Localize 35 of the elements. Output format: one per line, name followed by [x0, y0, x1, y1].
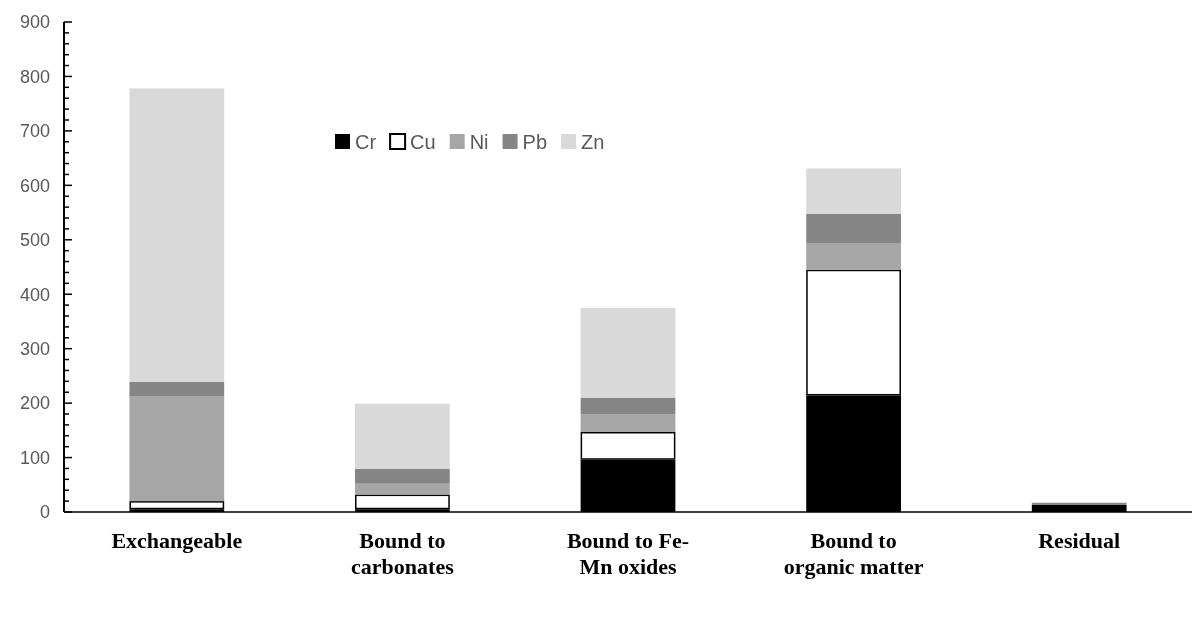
- y-tick-label: 300: [19, 338, 50, 359]
- bar: [806, 213, 901, 244]
- bar: [129, 501, 225, 510]
- bar: [580, 397, 676, 415]
- y-tick-label: 500: [19, 230, 50, 251]
- bar: [580, 414, 676, 432]
- legend-label: Ni: [469, 131, 489, 153]
- y-tick-label: 100: [19, 447, 50, 468]
- x-tick-label: Bound to organic matter: [783, 528, 924, 579]
- legend-label: Zn: [581, 131, 605, 153]
- y-tick-label: 800: [19, 66, 50, 87]
- y-tick-label: 700: [19, 121, 50, 142]
- bar: [806, 243, 901, 270]
- bar: [129, 396, 225, 502]
- bar: [129, 88, 225, 382]
- legend-label: Pb: [522, 131, 548, 153]
- x-tick-label: Exchangeable: [111, 528, 243, 553]
- x-tick-label: Residual: [1038, 528, 1121, 553]
- bar: [355, 494, 450, 510]
- x-tick-label: Bound to Fe-Mn oxides: [566, 528, 690, 579]
- bar: [806, 168, 901, 214]
- y-tick-label: 0: [39, 502, 50, 523]
- bar: [355, 483, 450, 495]
- y-tick-label: 900: [19, 12, 50, 33]
- bar: [355, 468, 450, 484]
- y-tick-label: 600: [19, 175, 50, 196]
- bar: [355, 403, 450, 469]
- bar: [1031, 502, 1127, 505]
- x-tick-label: Bound to carbonates: [351, 528, 455, 579]
- y-tick-label: 400: [19, 284, 50, 305]
- bar: [129, 381, 225, 397]
- legend-label: Cr: [355, 131, 377, 153]
- bar: [580, 307, 676, 398]
- y-tick-label: 200: [19, 393, 50, 414]
- legend-label: Cu: [410, 131, 436, 153]
